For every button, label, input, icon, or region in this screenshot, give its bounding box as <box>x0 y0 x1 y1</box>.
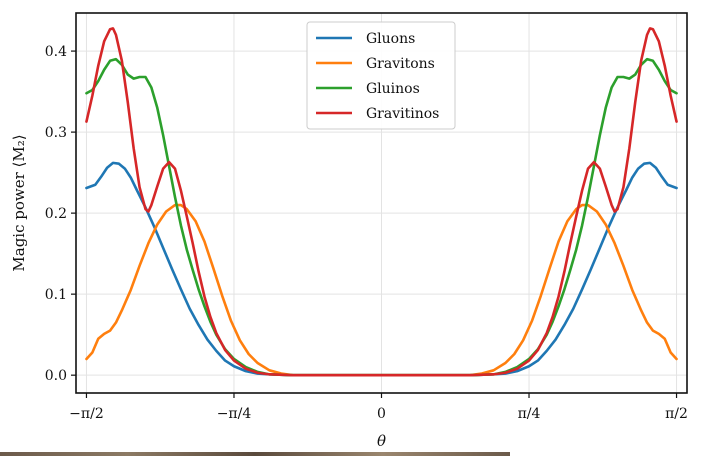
y-tick-label: 0.0 <box>45 368 67 384</box>
legend-label: Gravitons <box>366 56 435 72</box>
series-lines <box>85 27 678 377</box>
x-axis-label: θ <box>377 432 386 450</box>
x-tick-label: −π/2 <box>69 406 104 422</box>
legend-label: Gravitinos <box>366 106 439 122</box>
y-axis-label: Magic power ⟨M₂⟩ <box>10 134 28 271</box>
y-axis-ticks: 0.0 0.1 0.2 0.3 0.4 <box>45 44 76 384</box>
legend-label: Gluons <box>366 31 415 47</box>
legend-box <box>306 21 456 130</box>
x-axis-ticks: −π/2 −π/4 0 π/4 π/2 <box>69 393 688 422</box>
series-line-gravitinos <box>85 27 678 377</box>
y-tick-label: 0.2 <box>45 206 67 222</box>
x-tick-label: 0 <box>377 406 386 422</box>
x-tick-label: −π/4 <box>217 406 252 422</box>
legend-label: Gluinos <box>366 81 420 97</box>
y-tick-label: 0.4 <box>45 44 67 60</box>
legend: Gluons Gravitons Gluinos Gravitinos <box>306 21 456 130</box>
photo-strip <box>0 452 510 456</box>
y-tick-label: 0.1 <box>45 287 67 303</box>
x-tick-label: π/4 <box>518 406 541 422</box>
x-tick-label: π/2 <box>665 406 688 422</box>
y-tick-label: 0.3 <box>45 125 67 141</box>
